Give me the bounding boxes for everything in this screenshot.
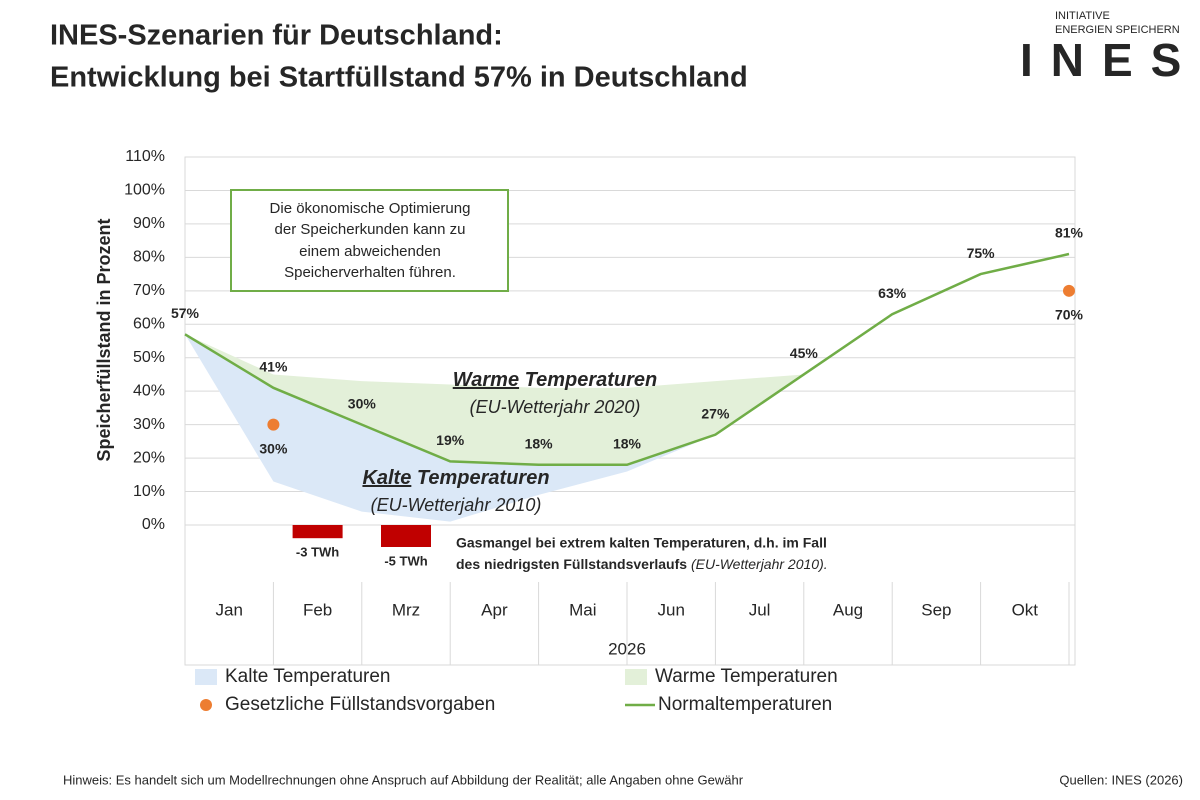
data-label: 18% [613, 435, 642, 451]
data-label: 41% [259, 359, 288, 375]
data-label: 18% [525, 435, 554, 451]
legend-label: Normaltemperaturen [658, 694, 832, 715]
legend-swatch [200, 699, 212, 711]
x-tick-label: Sep [921, 600, 951, 619]
y-tick-label: 110% [125, 148, 165, 165]
x-tick-label: Apr [481, 600, 508, 619]
area [185, 334, 716, 522]
x-tick-label: Aug [833, 600, 863, 619]
y-tick-label: 40% [133, 382, 165, 399]
y-tick-label: 100% [124, 182, 165, 199]
shortage-note-b: (EU-Wetterjahr 2010). [691, 556, 828, 572]
y-tick-label: 0% [142, 516, 165, 533]
cold-label-u: Kalte [362, 467, 411, 489]
data-label: 27% [701, 405, 730, 421]
y-tick-label: 50% [133, 349, 165, 366]
legend-label: Kalte Temperaturen [225, 666, 390, 687]
warm-label-r: Temperaturen [525, 369, 658, 391]
shortage-note: des niedrigsten Füllstandsverlaufs (EU-W… [456, 556, 828, 572]
footer-note: Hinweis: Es handelt sich um Modellrechnu… [63, 772, 744, 787]
y-axis-title: Speicherfüllstand in Prozent [94, 218, 114, 461]
legend-swatch [625, 669, 647, 685]
x-axis-title: 2026 [608, 639, 646, 658]
y-tick-label: 20% [133, 449, 165, 466]
logo-text: ENERGIEN SPEICHERN [1055, 24, 1180, 36]
x-tick-label: Okt [1012, 600, 1039, 619]
x-tick-label: Jan [215, 600, 242, 619]
area [185, 334, 804, 465]
cold-sub: (EU-Wetterjahr 2010) [371, 495, 542, 515]
data-label: 63% [878, 285, 907, 301]
legend-label: Warme Temperaturen [655, 666, 838, 687]
chart: 0% 10% 20% 30% 40% 50% 60% 70% 80% 90% 100% 110% Jan… [124, 148, 1083, 715]
note-text: Speicherverhalten führen. [284, 264, 456, 281]
y-tick-label: 30% [133, 416, 165, 433]
data-label: 19% [436, 432, 465, 448]
x-tick-label: Mai [569, 600, 596, 619]
legend-label: Gesetzliche Füllstandsvorgaben [225, 694, 495, 715]
line [184, 252, 1070, 467]
note-text: einem abweichenden [299, 243, 441, 260]
y-tick-label: 90% [133, 215, 165, 232]
note-box [230, 189, 509, 292]
title: INES-Szenarien für Deutschland: [50, 20, 503, 52]
y-tick-label: 80% [133, 249, 165, 266]
footer-source: Quellen: INES (2026) [1059, 772, 1183, 787]
warm-label: Warme Temperaturen [453, 369, 658, 391]
shortage-bar [381, 525, 431, 547]
point [267, 418, 280, 431]
note-text: Die ökonomische Optimierung [270, 200, 471, 217]
cold-label: Kalte Temperaturen [362, 467, 549, 489]
x-tick-label: Jun [657, 600, 684, 619]
data-label: 30% [348, 395, 377, 411]
x-tick-label: Feb [303, 600, 332, 619]
y-tick-label: 10% [133, 483, 165, 500]
shortage-label: -3 TWh [296, 545, 339, 560]
x-tick-label: Jul [749, 600, 771, 619]
logo: INES [1020, 34, 1199, 86]
shortage-label: -5 TWh [384, 553, 427, 568]
data-label: 70% [1055, 307, 1084, 323]
cold-label-r: Temperaturen [417, 467, 550, 489]
logo-text: INITIATIVE [1055, 10, 1110, 22]
shortage-bar [292, 525, 343, 539]
data-label: 30% [259, 440, 288, 456]
shortage-note: Gasmangel bei extrem kalten Temperaturen… [456, 535, 827, 551]
note-text: der Speicherkunden kann zu [275, 221, 466, 238]
warm-label-u: Warme [453, 369, 519, 391]
data-label: 81% [1055, 225, 1084, 241]
y-tick-label: 70% [133, 282, 165, 299]
data-label: 45% [790, 345, 819, 361]
data-label: 57% [171, 305, 200, 321]
point [1063, 284, 1075, 297]
y-tick-label: 60% [133, 315, 165, 332]
title: Entwicklung bei Startfüllstand 57% in De… [50, 62, 748, 94]
legend-swatch [195, 669, 217, 685]
data-label: 75% [967, 245, 996, 261]
x-tick-label: Mrz [392, 600, 420, 619]
warm-sub: (EU-Wetterjahr 2020) [470, 397, 641, 417]
shortage-note-a: des niedrigsten Füllstandsverlaufs [456, 556, 687, 572]
